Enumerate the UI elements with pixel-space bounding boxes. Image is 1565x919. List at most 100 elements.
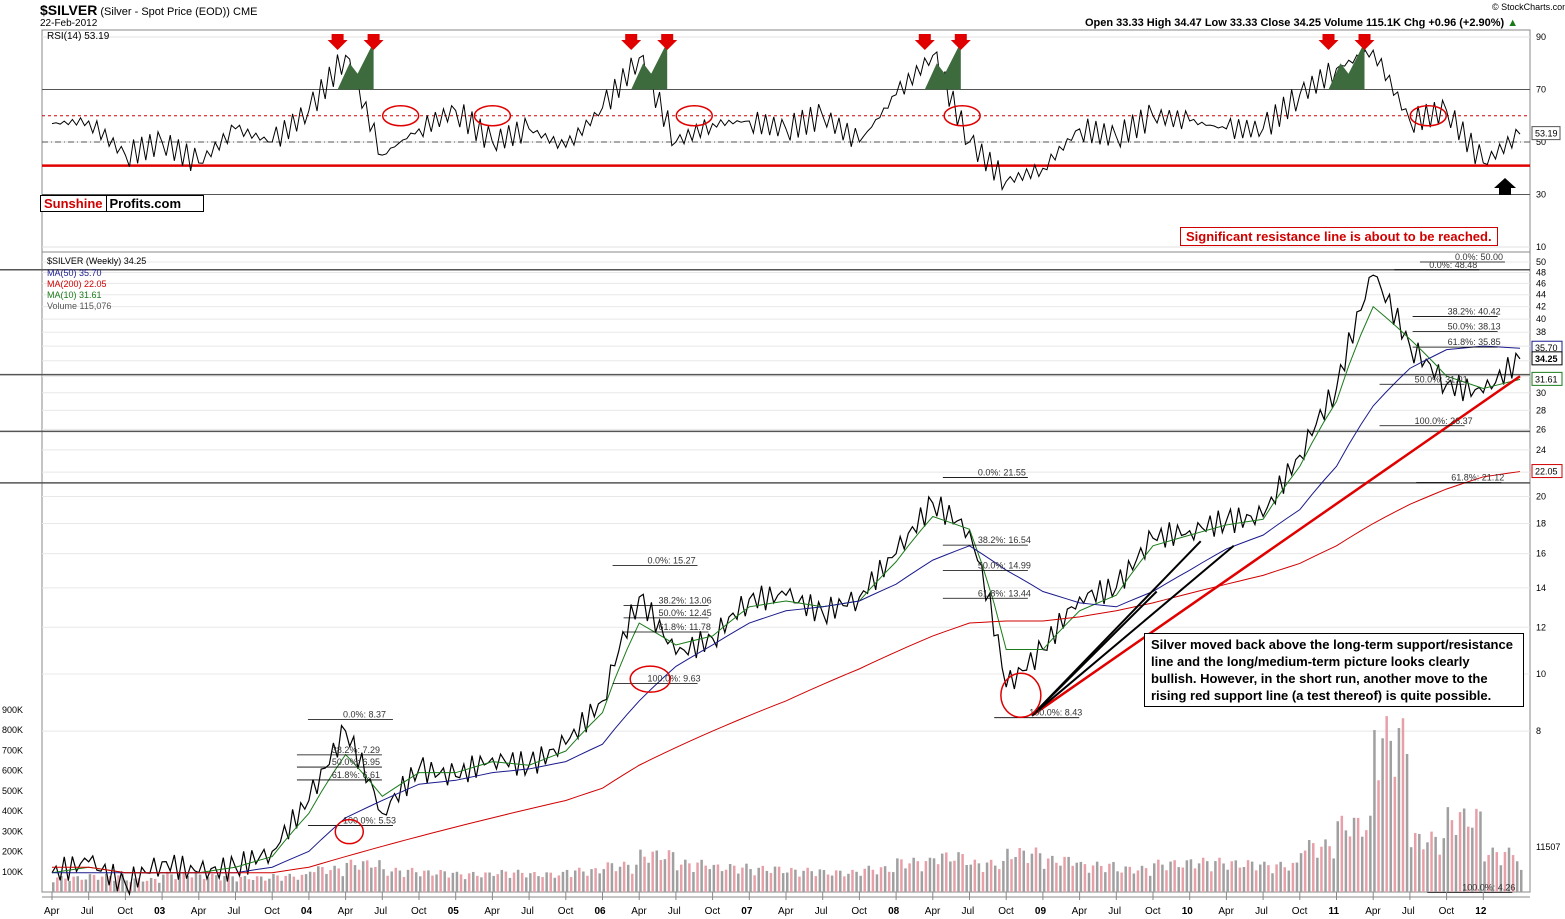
volume-bar — [1108, 863, 1111, 892]
volume-bar — [105, 873, 108, 892]
fib-label: 50.0%: 6.95 — [332, 757, 380, 767]
volume-tick-label: 200K — [2, 847, 23, 857]
x-tick-label: Apr — [925, 906, 941, 917]
volume-bar — [308, 871, 312, 892]
volume-bar — [1063, 856, 1066, 892]
volume-bar — [1124, 866, 1127, 892]
volume-bar — [472, 871, 475, 892]
volume-bar — [541, 877, 544, 892]
price-tick-label: 16 — [1536, 549, 1546, 559]
volume-bar — [390, 871, 393, 892]
volume-bar — [1320, 846, 1323, 892]
volume-bar — [431, 875, 434, 892]
volume-bar — [688, 863, 691, 892]
volume-bar — [700, 859, 703, 892]
volume-bar — [1487, 854, 1490, 892]
fib-label: 0.0%: 15.27 — [648, 556, 696, 566]
volume-bar — [712, 864, 716, 892]
volume-bar — [451, 872, 455, 892]
volume-bar — [349, 859, 353, 892]
volume-bar — [953, 860, 956, 892]
x-tick-label: Jul — [374, 906, 387, 917]
volume-bar — [1324, 839, 1327, 892]
volume-bar — [908, 863, 911, 892]
volume-bar — [761, 865, 765, 892]
volume-bar — [847, 873, 850, 892]
volume-bar — [1348, 836, 1352, 892]
volume-bar — [1083, 864, 1087, 892]
volume-bar — [1059, 865, 1062, 892]
volume-bar — [1283, 867, 1286, 892]
fib-label: 100.0%: 5.53 — [343, 816, 396, 826]
legend-ma10: MA(10) 31.61 — [47, 290, 102, 300]
price-tick-label: 12 — [1536, 622, 1546, 632]
volume-bar — [378, 860, 381, 892]
volume-bar — [631, 873, 634, 892]
volume-bar — [268, 878, 271, 892]
price-series-ma200 — [52, 471, 1521, 874]
volume-bar — [1030, 853, 1034, 892]
volume-bar — [1393, 776, 1397, 892]
volume-bar — [1267, 865, 1270, 892]
volume-bar — [194, 872, 198, 892]
volume-bar — [985, 862, 989, 892]
volume-bar — [1279, 861, 1282, 892]
legend-price: $SILVER (Weekly) 34.25 — [47, 256, 147, 266]
volume-bar — [936, 864, 940, 892]
volume-bar — [1458, 812, 1462, 892]
volume-bar — [728, 864, 732, 892]
volume-bar — [439, 870, 442, 892]
volume-bar — [1214, 861, 1217, 892]
price-tick-label: 20 — [1536, 492, 1546, 502]
volume-bar — [251, 880, 255, 892]
volume-tick-label: 400K — [2, 806, 23, 816]
volume-bar — [1507, 847, 1511, 892]
volume-bar — [1153, 863, 1156, 892]
x-tick-label: Apr — [1365, 906, 1381, 917]
price-series-ma50 — [52, 345, 1521, 874]
volume-bar — [961, 854, 964, 892]
volume-bar — [133, 878, 137, 892]
volume-bar — [696, 862, 699, 892]
x-tick-label: Apr — [191, 906, 207, 917]
x-tick-label: 12 — [1475, 906, 1487, 917]
volume-bar — [259, 876, 263, 892]
volume-bar — [1157, 859, 1160, 892]
fib-label: 38.2%: 16.54 — [978, 535, 1031, 545]
volume-bar — [1328, 846, 1331, 892]
volume-bar — [219, 880, 222, 892]
volume-bar — [353, 865, 357, 892]
volume-bar — [394, 867, 398, 892]
volume-bar — [1299, 853, 1303, 892]
volume-bar — [463, 879, 467, 892]
red-support-trendline — [1031, 375, 1521, 717]
volume-bar — [745, 863, 748, 892]
volume-bar — [312, 872, 316, 892]
volume-bar — [1230, 861, 1233, 892]
volume-bar — [969, 864, 972, 892]
volume-bar — [920, 871, 924, 892]
volume-bar — [957, 852, 960, 892]
volume-bar — [716, 864, 720, 892]
volume-bar — [1099, 865, 1103, 892]
volume-bar — [443, 871, 446, 892]
x-tick-label: Oct — [117, 906, 133, 917]
volume-bar — [158, 882, 161, 892]
volume-bar — [137, 878, 141, 892]
volume-bar — [1483, 861, 1486, 892]
volume-tick-label: 800K — [2, 725, 23, 735]
volume-bar — [655, 850, 659, 892]
volume-bar — [1352, 817, 1356, 892]
volume-bar — [1389, 740, 1393, 892]
sunshine-profits-logo: Sunshine Profits.com — [40, 195, 205, 212]
fib-label: 61.8%: 11.78 — [659, 622, 711, 632]
volume-bar — [508, 877, 512, 892]
volume-bar — [1067, 856, 1070, 892]
x-tick-label: Apr — [338, 906, 354, 917]
volume-bar — [855, 871, 858, 892]
volume-bar — [1222, 863, 1225, 892]
volume-bar — [239, 876, 243, 892]
volume-bar — [1462, 808, 1466, 892]
volume-bar — [614, 871, 618, 892]
volume-bar — [1307, 840, 1311, 892]
